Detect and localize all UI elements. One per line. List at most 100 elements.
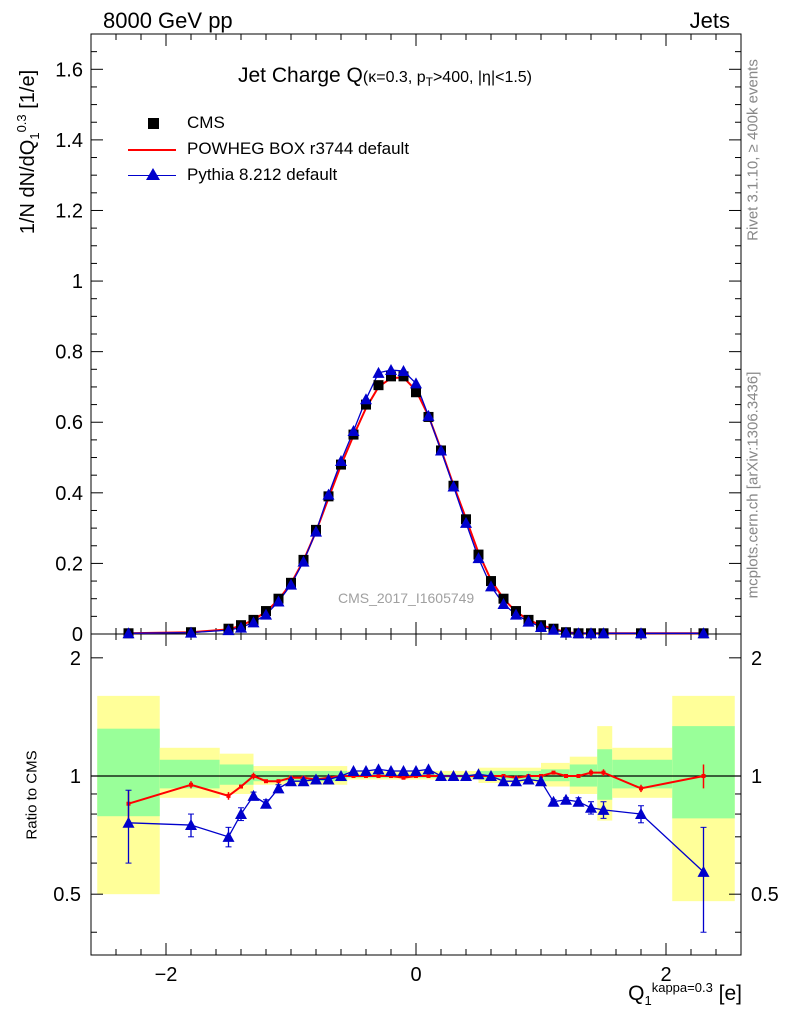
- ratio-band-green: [219, 764, 254, 785]
- y-tick-label: 1.4: [55, 130, 83, 152]
- ratio-y-tick-label-right: 2: [751, 648, 762, 670]
- pythia-point: [272, 595, 285, 607]
- ratio-pythia-point: [447, 770, 460, 782]
- powheg-line: [128, 376, 704, 635]
- ratio-pythia-point: [297, 775, 310, 787]
- ratio-pythia-point: [585, 801, 597, 813]
- ratio-pythia-point: [435, 770, 447, 782]
- y-tick-label: 1.6: [55, 59, 83, 81]
- ratio-y-tick-label-left: 0.5: [53, 884, 81, 906]
- ratio-pythia-point: [322, 773, 335, 785]
- pythia-point: [297, 555, 310, 567]
- xlabel: Q1kappa=0.3 [e]: [628, 980, 742, 1008]
- ratio-powheg-point: [426, 774, 431, 779]
- header-left: 8000 GeV pp: [103, 8, 233, 33]
- ratio-pythia-point: [510, 775, 522, 787]
- ratio-band-green: [478, 770, 541, 780]
- y-tick-label: 1: [72, 271, 83, 293]
- ratio-pythia-point: [547, 795, 560, 807]
- cms-point: [373, 380, 384, 391]
- ratio-pythia-point: [460, 770, 472, 782]
- chart-title: Jet Charge Q(κ=0.3, pT>400, |η|<1.5): [238, 64, 532, 89]
- ratio-band-green: [541, 769, 570, 782]
- ratio-pythia-point: [285, 775, 297, 787]
- pythia-point: [585, 627, 597, 639]
- ratio-powheg-point: [414, 774, 418, 779]
- ratio-pythia-point: [185, 819, 197, 831]
- cms-point: [411, 387, 421, 398]
- x-tick-label: 2: [660, 964, 671, 986]
- ratio-pythia-point: [385, 764, 397, 776]
- ratio-powheg-point: [601, 770, 606, 775]
- legend-label-cms: CMS: [187, 113, 225, 132]
- ratio-powheg-point: [639, 786, 643, 791]
- ratio-powheg-point: [276, 779, 281, 784]
- top-frame: [90, 33, 742, 635]
- cms-point: [361, 399, 371, 410]
- pythia-point: [247, 616, 260, 628]
- legend-square-icon: [148, 118, 159, 129]
- ratio-powheg-point: [576, 774, 581, 779]
- pythia-point: [697, 627, 710, 639]
- ratio-powheg-point: [351, 774, 356, 779]
- y-tick-label: 0.6: [55, 412, 83, 434]
- pythia-point: [472, 552, 485, 564]
- ratio-pythia-point: [360, 764, 372, 776]
- ratio-pythia-point: [635, 808, 647, 820]
- ratio-pythia-point: [497, 775, 510, 787]
- pythia-point: [222, 624, 235, 636]
- ratio-y-tick-label-left: 1: [70, 766, 81, 788]
- pythia-point: [547, 623, 560, 635]
- ratio-pythia-point: [597, 803, 610, 815]
- ratio-pythia-point: [535, 775, 547, 787]
- pythia-point: [235, 621, 247, 633]
- y-tick-label: 1.2: [55, 200, 83, 222]
- title-sub-t: T: [425, 75, 433, 90]
- ratio-powheg-point: [589, 770, 593, 775]
- pythia-point: [335, 455, 347, 467]
- pythia-point: [497, 598, 510, 609]
- ratio-powheg-point: [251, 774, 256, 779]
- pythia-point: [372, 366, 385, 378]
- x-tick-label: 0: [410, 964, 421, 986]
- ratio-powheg-point: [701, 774, 706, 779]
- y-tick-label: 0.8: [55, 342, 83, 364]
- legend-label-pythia: Pythia 8.212 default: [187, 165, 338, 184]
- pythia-point: [310, 525, 322, 537]
- y-tick-label: 0: [72, 624, 83, 646]
- pythia-point: [635, 627, 647, 639]
- pythia-point: [122, 627, 135, 639]
- pythia-point: [347, 425, 360, 437]
- pythia-point: [522, 615, 535, 627]
- xlabel-b: [e]: [712, 982, 742, 1005]
- pythia-point: [185, 626, 197, 638]
- ratio-pythia-point: [222, 830, 235, 842]
- ratio-powheg-point: [389, 774, 393, 779]
- ratio-powheg-point: [364, 774, 368, 779]
- pythia-point: [572, 627, 585, 639]
- pythia-point: [485, 580, 497, 592]
- title-main: Jet Charge Q: [238, 64, 363, 87]
- cms-point: [386, 371, 396, 382]
- ratio-pythia-point: [335, 770, 347, 782]
- ratio-y-tick-label-right: 1: [751, 766, 762, 788]
- ratio-powheg-point: [376, 774, 381, 779]
- ratio-pythia-point: [522, 773, 535, 785]
- ratio-pythia-point: [472, 768, 485, 780]
- pythia-point: [447, 480, 460, 492]
- pythia-point: [560, 626, 572, 638]
- xlabel-sub: 1: [644, 993, 652, 1009]
- header-right: Jets: [689, 8, 730, 33]
- pythia-point: [422, 409, 435, 421]
- cms-point: [398, 371, 409, 382]
- pythia-point: [322, 488, 335, 500]
- ratio-powheg-point: [551, 770, 556, 775]
- ratio-y-tick-label-right: 0.5: [751, 884, 779, 906]
- ratio-pythia-point: [410, 764, 422, 776]
- legend-label-powheg: POWHEG BOX r3744 default: [187, 139, 410, 158]
- pythia-point: [285, 578, 297, 590]
- ratio-pythia-point: [347, 764, 360, 776]
- ratio-pythia-point: [272, 782, 285, 794]
- ratio-pythia-point: [697, 865, 710, 877]
